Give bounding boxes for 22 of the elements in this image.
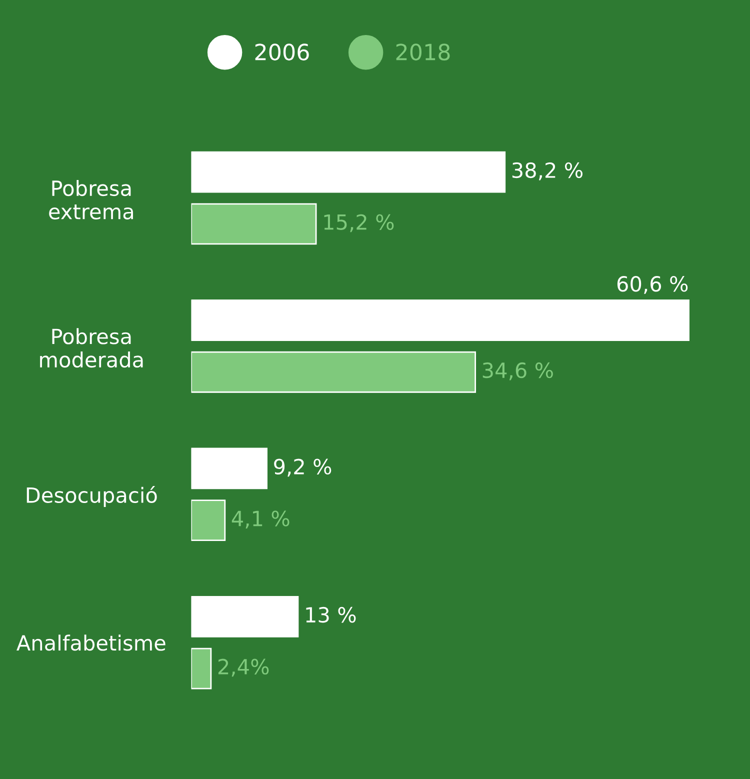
bar [191,500,226,542]
data-label: 2,4% [218,658,269,677]
bar [191,151,506,193]
y-tick-label: Pobresa moderada [40,328,143,368]
bar [191,596,299,638]
legend-label: 2018 [396,44,450,60]
data-label: 13 % [306,606,356,623]
data-label: 15,2 % [324,214,394,232]
data-label: 4,1 % [232,510,290,528]
bar [191,351,476,393]
legend-label: 2006 [255,44,309,60]
y-tick-label: Pobresa extrema [49,180,133,220]
bar [191,448,268,490]
data-label: 9,2 % [274,458,332,477]
data-label: 38,2 % [512,162,582,180]
y-tick-label: Desocupació [26,486,157,508]
data-label: 34,6 % [482,362,553,380]
y-tick-label: Analfabetisme [16,634,166,651]
bar [191,300,690,341]
bar [191,203,317,245]
bar [191,648,212,690]
data-label: 60,6 % [617,276,688,294]
